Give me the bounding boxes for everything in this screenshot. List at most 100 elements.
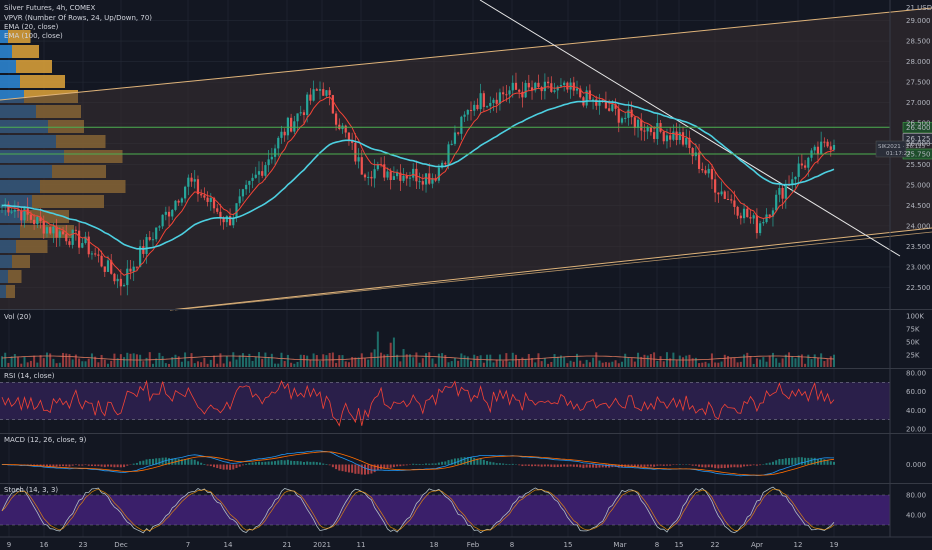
macd-histogram-bar [627, 464, 630, 467]
volume-bar [238, 355, 241, 367]
volume-bar [624, 353, 627, 367]
volume-bar [139, 354, 142, 367]
macd-histogram-bar [588, 464, 591, 468]
horizontal-levels[interactable]: 26.400 26.125 25.750 [0, 122, 932, 160]
volume-bar [78, 358, 81, 367]
volume-bar [791, 356, 794, 367]
candle-body [264, 165, 267, 176]
volume-bar [103, 359, 106, 367]
macd-histogram-bar [486, 460, 489, 465]
macd-histogram-bar [466, 457, 469, 465]
volume-bar [302, 354, 305, 367]
price-badge-label: 26.400 [906, 124, 931, 132]
candle-body [283, 131, 286, 136]
macd-histogram-bar [354, 464, 357, 474]
macd-histogram-bar [116, 464, 119, 468]
price-axis-tick: 22.500 [906, 284, 931, 292]
candle-body [498, 92, 502, 104]
candle-body [132, 266, 135, 272]
macd-histogram-bar [601, 464, 604, 468]
volume-bar [794, 358, 797, 367]
price-axis-tick: 27.000 [906, 99, 931, 107]
macd-histogram-bar [251, 462, 254, 465]
macd-histogram-bar [576, 464, 579, 467]
candle-body [418, 181, 421, 183]
macd-histogram-bar [489, 461, 492, 465]
macd-histogram-bar [717, 464, 720, 469]
stoch-k-line [1, 486, 835, 534]
candle-body [280, 131, 283, 138]
candle-body [826, 141, 829, 147]
macd-histogram-bar [193, 459, 196, 465]
candle-body [791, 179, 794, 186]
candle-body [759, 223, 762, 234]
vpvr-down-bar [8, 30, 31, 43]
volume-bar [129, 353, 132, 367]
volume-bar [283, 361, 286, 367]
volume-bar [726, 356, 729, 367]
candle-body [726, 198, 730, 200]
volume-bar [174, 354, 177, 367]
candle-body [579, 88, 582, 98]
candle-body [58, 231, 61, 238]
candle-body [45, 227, 49, 234]
volume-bar [739, 361, 742, 367]
candle-body [463, 114, 466, 117]
volume-bar [592, 357, 595, 367]
volume-bar [267, 357, 270, 367]
macd-histogram-bar [524, 464, 527, 466]
time-axis-tick: Dec [114, 541, 128, 549]
volume-bar [521, 357, 524, 367]
volume-bar [74, 354, 77, 367]
time-axis-tick: 15 [564, 541, 573, 549]
candle-body [299, 112, 302, 114]
candle-body [20, 210, 23, 221]
volume-bar [4, 352, 7, 367]
volume-bar [598, 360, 601, 367]
price-channel[interactable] [0, 0, 932, 311]
volume-bar [743, 354, 746, 367]
candle-body [187, 177, 190, 187]
candle-body [232, 217, 235, 226]
macd-histogram-bar [771, 461, 774, 465]
candle-body [717, 192, 720, 195]
candle-body [61, 231, 65, 235]
volume-bar [833, 354, 835, 367]
candle-body [736, 206, 739, 216]
volume-bar [235, 359, 238, 367]
volume-bar [755, 358, 758, 367]
volume-bar [219, 353, 222, 367]
volume-bar [36, 362, 39, 367]
vpvr-up-bar [0, 30, 8, 43]
volume-bar [492, 362, 495, 367]
macd-histogram-bar [813, 457, 816, 465]
macd-histogram-bar [119, 464, 122, 468]
macd-histogram-bar [704, 464, 707, 468]
volume-bar [502, 360, 505, 367]
candle-body [367, 176, 370, 178]
macd-histogram-bar [200, 462, 203, 465]
volume-bar [396, 354, 399, 367]
volume-bar [698, 363, 701, 367]
candle-body [309, 94, 312, 101]
volume-bar [286, 354, 289, 367]
volume-bar [319, 360, 322, 367]
candle-body [511, 82, 514, 91]
volume-bar [540, 361, 543, 367]
macd-histogram-bar [277, 460, 280, 465]
candle-body [370, 176, 373, 179]
candle-body [672, 131, 675, 140]
macd-histogram-bar [55, 464, 58, 467]
volume-bar [123, 357, 126, 367]
candle-body [405, 175, 408, 179]
candle-body [701, 168, 704, 171]
volume-bar [376, 331, 379, 367]
macd-histogram-bar [376, 464, 379, 471]
macd-histogram-bar [309, 461, 312, 465]
volume-bar [164, 363, 167, 367]
macd-histogram-bar [235, 464, 238, 469]
macd-histogram-bar [296, 461, 299, 465]
volume-bar [495, 359, 498, 367]
macd-histogram-bar [518, 464, 521, 466]
